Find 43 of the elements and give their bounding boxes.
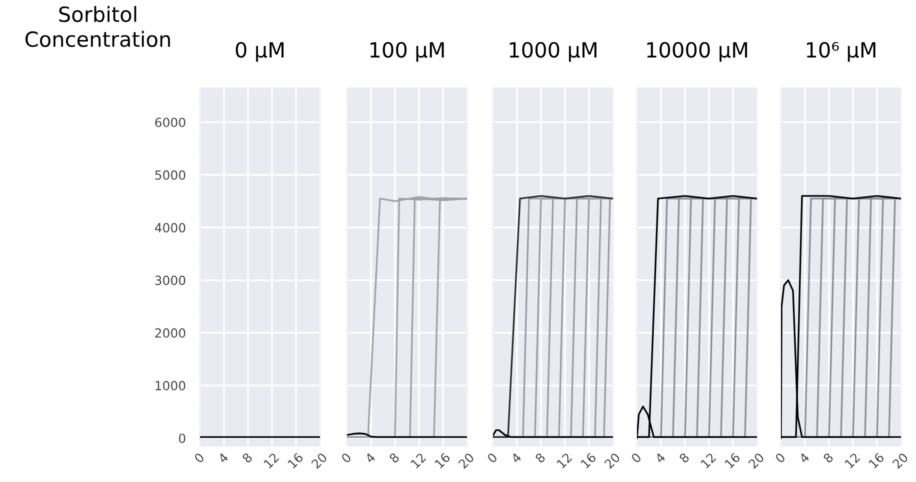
y-tick-label: 0 bbox=[178, 434, 186, 444]
x-tick-label: 12 bbox=[700, 452, 716, 469]
x-tick-label: 20 bbox=[892, 452, 909, 469]
x-tick-label: 8 bbox=[388, 452, 400, 464]
y-tick-label: 2000 bbox=[155, 328, 186, 338]
x-tick-label: 16 bbox=[868, 452, 885, 469]
x-tick-label: 8 bbox=[822, 452, 834, 464]
y-tick-label: 4000 bbox=[154, 222, 186, 232]
x-tick-label: 8 bbox=[242, 452, 253, 464]
x-tick-label: 4 bbox=[654, 452, 666, 464]
y-tick-label: 5000 bbox=[155, 170, 186, 180]
x-tick-label: 4 bbox=[218, 452, 229, 464]
x-tick-label: 0 bbox=[340, 452, 352, 464]
x-tick-label: 4 bbox=[510, 452, 522, 464]
chart-title: 0 μM bbox=[236, 42, 284, 62]
y-tick-label: 3000 bbox=[155, 276, 186, 286]
chart-title: 1000 μM bbox=[510, 42, 596, 62]
x-tick-label: 0 bbox=[774, 452, 786, 464]
y-tick-label: 1000 bbox=[156, 380, 186, 390]
x-tick-label: 4 bbox=[798, 452, 810, 464]
x-tick-label: 12 bbox=[844, 452, 860, 469]
y-tick-label: 6000 bbox=[155, 118, 186, 128]
x-tick-label: 12 bbox=[556, 452, 572, 469]
chart-title: 100 μM bbox=[370, 42, 444, 62]
x-tick-label: 16 bbox=[580, 452, 597, 469]
chart-title: 10⁶ μM bbox=[806, 42, 876, 62]
x-tick-label: 0 bbox=[630, 452, 642, 464]
x-tick-label: 4 bbox=[364, 452, 376, 464]
x-tick-label: 20 bbox=[310, 452, 328, 469]
chart-title: 10000 μM bbox=[647, 42, 748, 62]
x-tick-label: 8 bbox=[678, 452, 690, 464]
x-tick-label: 20 bbox=[748, 452, 765, 469]
text: Sorbitol Concentration bbox=[25, 6, 170, 48]
x-tick-label: 16 bbox=[287, 452, 304, 469]
x-tick-label: 8 bbox=[534, 452, 546, 464]
x-tick-label: 20 bbox=[458, 452, 475, 469]
x-tick-label: 16 bbox=[724, 452, 741, 469]
x-tick-label: 0 bbox=[486, 452, 498, 464]
x-tick-label: 16 bbox=[434, 452, 451, 469]
x-tick-label: 12 bbox=[410, 452, 426, 469]
x-tick-label: 0 bbox=[194, 452, 205, 464]
x-tick-label: 12 bbox=[263, 452, 280, 469]
x-tick-label: 20 bbox=[604, 452, 621, 469]
